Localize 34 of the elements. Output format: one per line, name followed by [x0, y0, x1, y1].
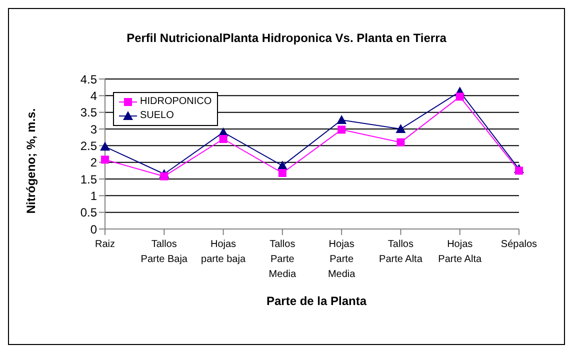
point: [456, 92, 464, 101]
y-tick-label: 4.5: [80, 72, 98, 86]
y-tick-label: 1.5: [80, 172, 98, 186]
point: [100, 142, 110, 151]
y-tick-label: 1: [90, 188, 98, 203]
y-tick-label: 2.5: [80, 138, 98, 153]
x-tick-label: Hojas parte baja: [201, 239, 246, 265]
legend-label: SUELO: [140, 109, 174, 123]
y-tick-label: 3: [90, 122, 98, 136]
point: [160, 172, 168, 180]
y-tick-label: 2: [90, 156, 98, 170]
point: [515, 166, 523, 175]
point: [101, 156, 109, 164]
x-axis-title: Parte de la Planta: [265, 294, 368, 308]
chart-title: Perfil NutricionalPlanta Hidroponica Vs. Planta en Tierra: [126, 31, 448, 45]
point: [219, 135, 228, 143]
x-tick-label: Raiz: [94, 239, 116, 250]
point: [338, 126, 346, 134]
x-tick-label: Tallos Parte Baja: [140, 239, 188, 265]
point: [396, 138, 405, 146]
point: [396, 124, 406, 133]
point: [278, 169, 286, 177]
x-tick-label: Tallos Parte Media: [268, 239, 296, 280]
x-tick-label: Hojas Parte Alta: [438, 239, 482, 265]
y-tick-label: 0.5: [80, 206, 98, 220]
y-tick-label: 0: [90, 222, 98, 236]
x-tick-label: Hojas Parte Media: [328, 239, 356, 280]
y-tick-label: 3.5: [80, 106, 98, 120]
x-tick-label: Sépalos: [500, 239, 538, 250]
point: [336, 115, 347, 124]
legend-label: HIDROPONICO: [140, 95, 212, 109]
x-tick-label: Tallos Parte Alta: [379, 239, 423, 265]
y-axis-title: Nitrógeno; %, m.s.: [24, 108, 38, 214]
y-tick-label: 4: [90, 88, 98, 103]
